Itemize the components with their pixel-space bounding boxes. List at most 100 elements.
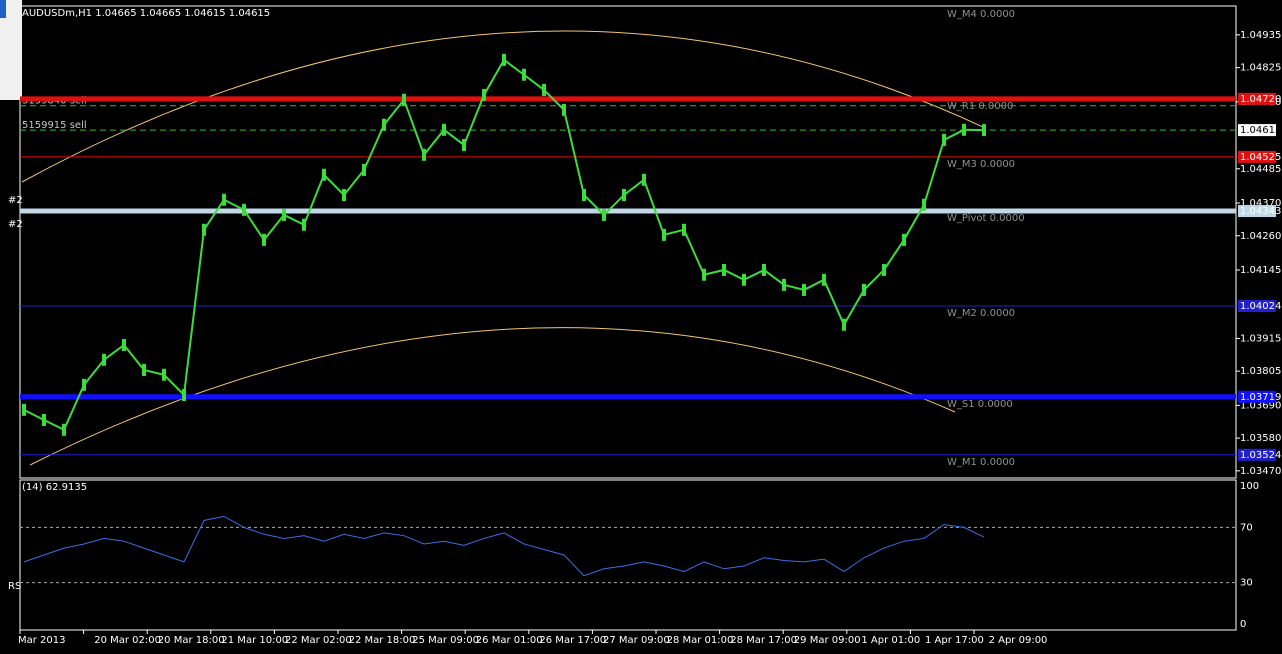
- candle: [962, 123, 966, 136]
- level-tag: [1238, 390, 1276, 403]
- rsi-tick-label: 70: [1240, 522, 1253, 533]
- level-tag-label: 1.04343: [1240, 206, 1281, 217]
- current-price-tag: [1238, 124, 1276, 137]
- time-label: 1 Apr 17:00: [925, 635, 984, 646]
- candle: [182, 388, 186, 401]
- candle: [622, 188, 626, 201]
- level-name: W_M1 0.0000: [947, 457, 1015, 468]
- side-label: #2: [8, 219, 23, 230]
- time-label: 26 Mar 01:00: [476, 635, 543, 646]
- time-label: 20 Mar 02:00: [94, 635, 161, 646]
- order-label: 5159915 sell: [22, 120, 87, 131]
- time-label: 26 Mar 17:00: [539, 635, 606, 646]
- candle: [302, 218, 306, 231]
- candle: [702, 268, 706, 281]
- main-frame: [19, 5, 1237, 479]
- candle: [542, 83, 546, 96]
- price-tick-label: 1.04260: [1240, 231, 1281, 242]
- candle: [122, 338, 126, 351]
- price-tick-label: 1.04145: [1240, 265, 1281, 276]
- level-tag: [1238, 299, 1276, 312]
- candle: [282, 208, 286, 221]
- candle: [462, 138, 466, 151]
- candle: [842, 318, 846, 331]
- candle: [102, 353, 106, 366]
- price-tick-label: 1.03805: [1240, 366, 1281, 377]
- price-tick-label: 1.03915: [1240, 333, 1281, 344]
- side-label: #2: [8, 195, 23, 206]
- candle: [682, 223, 686, 236]
- candle: [82, 378, 86, 391]
- level-name: W_Pivot 0.0000: [947, 213, 1025, 224]
- side-icon: [0, 0, 6, 18]
- time-label: 25 Mar 09:00: [412, 635, 479, 646]
- candle: [882, 263, 886, 276]
- header: AUDUSDm,H1 1.04665 1.04665 1.04615 1.046…: [22, 8, 270, 19]
- candle: [982, 124, 986, 137]
- candle: [42, 413, 46, 426]
- time-label: 29 Mar 09:00: [794, 635, 861, 646]
- candle: [62, 423, 66, 436]
- price-tick-label: 1.04370: [1240, 198, 1281, 209]
- time-label: 21 Mar 10:00: [221, 635, 288, 646]
- candle: [262, 233, 266, 246]
- level-tag-label: 1.04720: [1240, 94, 1281, 105]
- time-label: 27 Mar 09:00: [603, 635, 670, 646]
- level-name: W_M2 0.0000: [947, 308, 1015, 319]
- price-tick-label: 1.04825: [1240, 63, 1281, 74]
- candle: [922, 198, 926, 211]
- candle: [422, 148, 426, 161]
- candle: [402, 93, 406, 106]
- price-tick-label: 1.04485: [1240, 164, 1281, 175]
- time-label: 2 Apr 09:00: [989, 635, 1048, 646]
- rsi-tick-label: 30: [1240, 578, 1253, 589]
- candle: [822, 273, 826, 286]
- envelope-upper: [21, 30, 986, 183]
- candle: [802, 283, 806, 296]
- candle: [242, 203, 246, 216]
- candle: [642, 173, 646, 186]
- price-tick-label: 1.03580: [1240, 433, 1281, 444]
- time-label: 22 Mar 18:00: [349, 635, 416, 646]
- time-label: 22 Mar 02:00: [285, 635, 352, 646]
- rsi-frame: [19, 479, 1237, 631]
- candle: [902, 233, 906, 246]
- level-name: W_R1 0.0000: [947, 101, 1013, 112]
- rsi-line: [23, 515, 985, 577]
- candle: [662, 228, 666, 241]
- candle: [442, 123, 446, 136]
- rsi-tick-label: 100: [1240, 481, 1259, 492]
- price-tick-label: 1.03470: [1240, 466, 1281, 477]
- candle: [562, 103, 566, 116]
- candle: [202, 223, 206, 236]
- candle: [522, 68, 526, 81]
- candle: [362, 163, 366, 176]
- time-label: Mar 2013: [18, 635, 66, 646]
- candle: [602, 208, 606, 221]
- level-tag-label: 1.03524: [1240, 450, 1281, 461]
- level-name: W_M3 0.0000: [947, 159, 1015, 170]
- side-panel: [0, 0, 22, 100]
- candle: [342, 188, 346, 201]
- candle: [862, 283, 866, 296]
- price-tick-label: 1.04935: [1240, 30, 1281, 41]
- level-tag-label: 1.03719: [1240, 392, 1281, 403]
- time-label: 28 Mar 01:00: [667, 635, 734, 646]
- current-price-label: 1.04615: [1240, 125, 1281, 136]
- candle: [22, 403, 26, 416]
- candle: [762, 263, 766, 276]
- level-tag: [1238, 205, 1276, 218]
- time-label: 20 Mar 18:00: [158, 635, 225, 646]
- level-tag: [1238, 150, 1276, 163]
- candle: [322, 168, 326, 181]
- candle: [502, 53, 506, 66]
- candle: [582, 188, 586, 201]
- candle: [382, 118, 386, 131]
- level-tag-label: 1.04024: [1240, 301, 1281, 312]
- candle: [222, 193, 226, 206]
- candle: [782, 278, 786, 291]
- side-label: RS: [8, 581, 21, 592]
- envelope-lower: [29, 327, 956, 466]
- price-tick-label: 1.03690: [1240, 400, 1281, 411]
